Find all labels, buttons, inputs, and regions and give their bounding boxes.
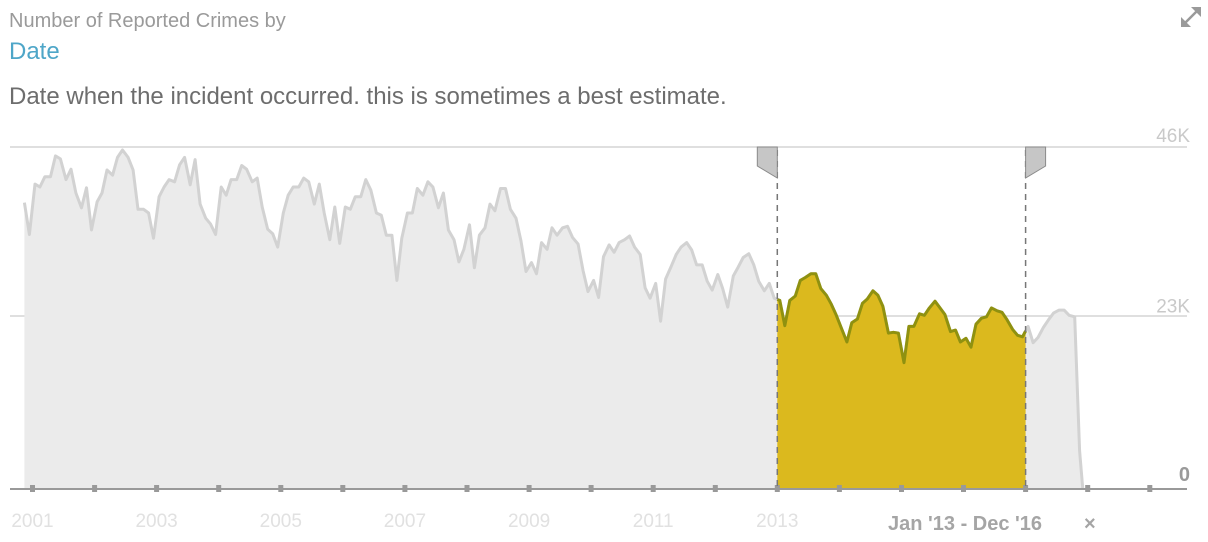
x-tick-mark (1085, 485, 1091, 492)
series-line-selected (776, 272, 1027, 365)
brush-handle-start[interactable] (756, 146, 778, 179)
x-tick-mark (712, 485, 718, 492)
series-layer (22, 148, 1085, 489)
x-tick-mark (30, 485, 35, 492)
x-tick-mark (92, 485, 98, 492)
chart-description: Date when the incident occurred. this is… (9, 83, 727, 110)
x-tick-mark (774, 485, 780, 492)
x-tick-mark (278, 485, 284, 492)
x-tick-mark (588, 485, 594, 492)
x-tick-label: 2003 (135, 511, 177, 532)
selection-brush[interactable] (756, 146, 1047, 488)
expand-icon[interactable] (1178, 4, 1204, 30)
x-tick-mark (1023, 485, 1029, 492)
x-tick-label: 2011 (633, 511, 674, 532)
x-tick-mark (216, 485, 222, 492)
x-tick-mark (961, 485, 966, 492)
y-tick-label: 0 (1179, 464, 1190, 486)
x-tick-mark (154, 485, 160, 492)
y-axis: 46K 23K 0 (1156, 126, 1190, 486)
x-tick-mark (526, 485, 532, 492)
selection-range-text: Jan '13 - Dec '16 (888, 513, 1042, 535)
chart-title[interactable]: Date (9, 38, 60, 65)
series-area-selected (777, 273, 1026, 488)
x-tick-mark (650, 485, 656, 492)
x-tick-label: 2001 (11, 511, 53, 532)
x-tick-mark (402, 485, 408, 492)
x-tick-mark (340, 485, 346, 492)
x-tick-label: 2005 (260, 511, 302, 532)
clear-selection-button[interactable]: × (1084, 513, 1096, 535)
y-tick-label: 23K (1156, 297, 1190, 318)
chart-kicker: Number of Reported Crimes by (9, 10, 286, 32)
x-axis: 2001 2003 2005 2007 2009 2011 2013 (10, 485, 1187, 532)
x-tick-mark (464, 485, 470, 492)
x-tick-mark (1147, 485, 1153, 492)
y-tick-label: 46K (1156, 126, 1190, 147)
selection-range-label[interactable]: Jan '13 - Dec '16 × (880, 508, 1110, 538)
x-tick-label: 2009 (508, 511, 550, 532)
x-tick-mark (836, 485, 842, 492)
x-tick-label: 2013 (756, 511, 798, 532)
x-tick-mark (899, 485, 904, 492)
brush-handle-end[interactable] (1025, 146, 1047, 179)
x-tick-label: 2007 (384, 511, 426, 532)
